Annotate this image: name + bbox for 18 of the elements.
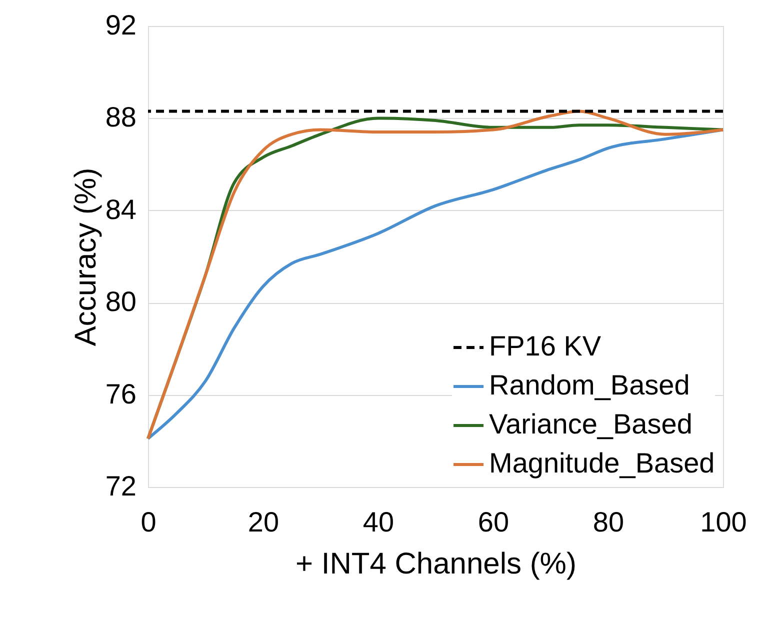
x-tick-label: 100 (700, 506, 747, 538)
y-tick-label: 76 (105, 378, 136, 410)
legend-label: FP16 KV (489, 330, 602, 362)
y-tick-label: 80 (105, 286, 136, 318)
x-tick-label: 20 (248, 506, 280, 538)
y-tick-label: 88 (105, 102, 136, 133)
x-tick-label: 0 (140, 506, 156, 538)
y-tick-label: 72 (105, 470, 136, 502)
x-tick-label: 80 (592, 506, 624, 538)
legend-label: Random_Based (489, 370, 690, 400)
legend-label: Variance_Based (489, 408, 692, 440)
legend-label: Magnitude_Based (489, 448, 715, 478)
y-axis-title: Accuracy (%) (69, 168, 102, 346)
x-tick-label: 60 (478, 506, 510, 538)
y-tick-label: 92 (105, 10, 136, 40)
x-axis-title: + INT4 Channels (%) (296, 548, 576, 580)
y-tick-label: 84 (105, 194, 136, 225)
x-tick-label: 40 (362, 506, 394, 538)
